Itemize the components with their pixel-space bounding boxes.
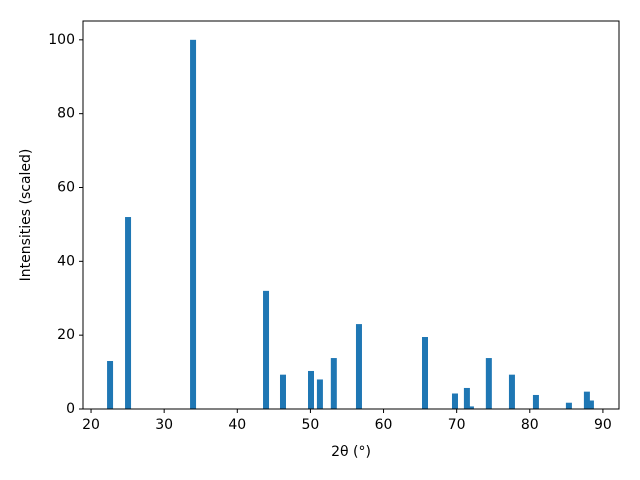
bar — [583, 391, 590, 409]
bar — [125, 217, 132, 409]
bar — [467, 406, 474, 409]
plot-frame — [82, 20, 620, 410]
x-tick-label: 80 — [521, 417, 539, 433]
x-axis-label: 2θ (°) — [331, 444, 371, 460]
bar — [190, 39, 197, 409]
x-tick-label: 70 — [448, 417, 466, 433]
bar — [107, 361, 114, 409]
bar — [565, 402, 572, 409]
x-tick-label: 90 — [594, 417, 612, 433]
bar — [279, 374, 286, 409]
bar — [263, 290, 270, 409]
bar — [316, 379, 323, 409]
x-tick-label: 40 — [228, 417, 246, 433]
x-tick-label: 20 — [82, 417, 100, 433]
y-tick-label: 0 — [66, 401, 75, 417]
bar — [532, 394, 539, 409]
y-tick-label: 20 — [57, 327, 75, 343]
x-tick-label: 60 — [375, 417, 393, 433]
x-tick-label: 50 — [302, 417, 320, 433]
bar — [587, 400, 594, 409]
bar — [330, 358, 337, 409]
bar — [485, 358, 492, 409]
bar — [463, 387, 470, 409]
bar — [308, 370, 315, 409]
bar — [508, 374, 515, 409]
bar — [355, 324, 362, 409]
y-axis-label: Intensities (scaled) — [18, 149, 34, 282]
y-tick-label: 100 — [48, 32, 75, 48]
bar — [451, 393, 458, 409]
y-tick-label: 60 — [57, 179, 75, 195]
y-tick-label: 80 — [57, 106, 75, 122]
x-tick-label: 30 — [155, 417, 173, 433]
bar — [422, 337, 429, 409]
y-tick-label: 40 — [57, 253, 75, 269]
